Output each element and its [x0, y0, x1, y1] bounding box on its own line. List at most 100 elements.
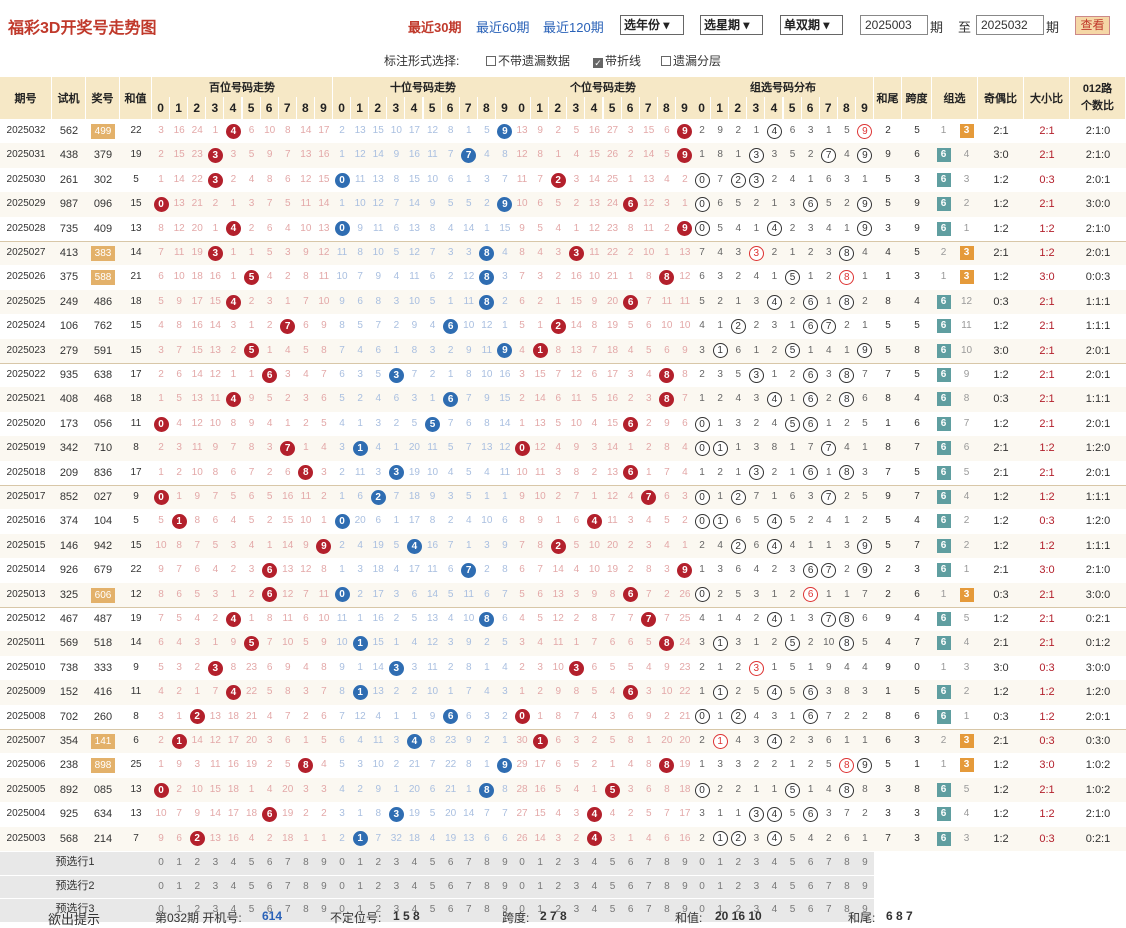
- preselect-digit[interactable]: 6: [807, 904, 814, 915]
- preselect-digit[interactable]: 7: [465, 904, 472, 915]
- preselect-digit[interactable]: 6: [266, 857, 273, 868]
- preselect-digit[interactable]: 0: [158, 904, 164, 915]
- preselect-digit[interactable]: 9: [862, 880, 868, 892]
- preselect-digit[interactable]: 6: [266, 904, 273, 915]
- query-button[interactable]: 查看: [1075, 16, 1110, 35]
- preselect-digit[interactable]: 5: [609, 857, 616, 868]
- preselect-digit[interactable]: 9: [682, 880, 688, 892]
- option-no-missing[interactable]: 不带遗漏数据: [486, 52, 570, 69]
- preselect-digit[interactable]: 7: [284, 880, 291, 892]
- preselect-digit[interactable]: 0: [519, 880, 525, 892]
- preselect-digit[interactable]: 3: [393, 904, 400, 915]
- preselect-digit[interactable]: 7: [645, 904, 652, 915]
- preselect-digit[interactable]: 4: [771, 857, 778, 868]
- preselect-digit[interactable]: 3: [753, 904, 760, 915]
- preselect-digit[interactable]: 2: [375, 880, 382, 892]
- preselect-digit[interactable]: 8: [844, 880, 850, 892]
- preselect-digit[interactable]: 3: [212, 880, 219, 892]
- preselect-digit[interactable]: 8: [303, 880, 309, 892]
- preselect-digit[interactable]: 6: [627, 857, 634, 868]
- year-select[interactable]: 选年份 ▾: [620, 15, 684, 35]
- preselect-digit[interactable]: 4: [591, 857, 598, 868]
- preselect-digit[interactable]: 1: [537, 880, 543, 892]
- from-period-input[interactable]: 2025003: [860, 15, 928, 35]
- option-polyline[interactable]: ✓ 带折线: [593, 52, 641, 69]
- preselect-digit[interactable]: 8: [664, 904, 670, 915]
- preselect-digit[interactable]: 4: [591, 904, 598, 915]
- range-60-link[interactable]: 最近60期: [476, 20, 530, 35]
- preselect-digit[interactable]: 5: [248, 904, 255, 915]
- preselect-digit[interactable]: 5: [248, 880, 255, 892]
- preselect-digit[interactable]: 3: [573, 880, 580, 892]
- preselect-digit[interactable]: 7: [645, 880, 652, 892]
- preselect-digit[interactable]: 0: [519, 904, 525, 915]
- preselect-digit[interactable]: 4: [591, 880, 598, 892]
- preselect-digit[interactable]: 9: [682, 904, 688, 915]
- checkbox-icon[interactable]: [486, 56, 496, 66]
- preselect-digit[interactable]: 7: [825, 880, 832, 892]
- preselect-digit[interactable]: 5: [789, 880, 796, 892]
- range-30-link[interactable]: 最近30期: [408, 20, 462, 35]
- preselect-digit[interactable]: 9: [682, 857, 688, 868]
- preselect-digit[interactable]: 2: [375, 904, 382, 915]
- preselect-digit[interactable]: 3: [393, 857, 400, 868]
- preselect-digit[interactable]: 4: [411, 880, 418, 892]
- preselect-digit[interactable]: 7: [284, 857, 291, 868]
- preselect-digit[interactable]: 5: [248, 857, 255, 868]
- preselect-digit[interactable]: 1: [717, 904, 723, 915]
- preselect-digit[interactable]: 2: [194, 880, 201, 892]
- preselect-digit[interactable]: 8: [664, 880, 670, 892]
- preselect-digit[interactable]: 8: [484, 857, 490, 868]
- preselect-digit[interactable]: 2: [375, 857, 382, 868]
- preselect-digit[interactable]: 2: [555, 880, 562, 892]
- preselect-digit[interactable]: 1: [537, 904, 543, 915]
- option-layered[interactable]: 遗漏分层: [661, 52, 721, 69]
- preselect-digit[interactable]: 9: [321, 857, 327, 868]
- preselect-digit[interactable]: 6: [627, 880, 634, 892]
- preselect-digit[interactable]: 7: [284, 904, 291, 915]
- checkbox-icon[interactable]: [661, 56, 671, 66]
- preselect-digit[interactable]: 8: [664, 857, 670, 868]
- preselect-digit[interactable]: 6: [627, 904, 634, 915]
- preselect-digit[interactable]: 9: [321, 880, 327, 892]
- preselect-digit[interactable]: 6: [807, 857, 814, 868]
- preselect-digit[interactable]: 1: [357, 880, 363, 892]
- preselect-digit[interactable]: 1: [176, 904, 182, 915]
- preselect-digit[interactable]: 5: [429, 904, 436, 915]
- preselect-digit[interactable]: 0: [699, 857, 705, 868]
- preselect-digit[interactable]: 8: [844, 857, 850, 868]
- preselect-digit[interactable]: 8: [303, 857, 309, 868]
- preselect-digit[interactable]: 2: [555, 904, 562, 915]
- preselect-digit[interactable]: 2: [735, 904, 742, 915]
- preselect-digit[interactable]: 8: [484, 880, 490, 892]
- preselect-digit[interactable]: 2: [194, 857, 201, 868]
- parity-select[interactable]: 单双期 ▾: [780, 15, 843, 35]
- preselect-digit[interactable]: 6: [807, 880, 814, 892]
- preselect-digit[interactable]: 4: [230, 904, 237, 915]
- preselect-digit[interactable]: 2: [735, 880, 742, 892]
- preselect-digit[interactable]: 5: [789, 904, 796, 915]
- preselect-digit[interactable]: 4: [771, 880, 778, 892]
- preselect-digit[interactable]: 2: [555, 857, 562, 868]
- preselect-digit[interactable]: 4: [411, 904, 418, 915]
- preselect-digit[interactable]: 1: [176, 857, 182, 868]
- preselect-digit[interactable]: 2: [194, 904, 201, 915]
- preselect-digit[interactable]: 0: [158, 857, 164, 868]
- preselect-digit[interactable]: 3: [573, 857, 580, 868]
- preselect-digit[interactable]: 9: [502, 857, 508, 868]
- preselect-digit[interactable]: 3: [573, 904, 580, 915]
- preselect-digit[interactable]: 6: [266, 880, 273, 892]
- preselect-digit[interactable]: 8: [844, 904, 850, 915]
- preselect-digit[interactable]: 9: [862, 904, 868, 915]
- preselect-digit[interactable]: 9: [321, 904, 327, 915]
- preselect-digit[interactable]: 8: [303, 904, 309, 915]
- preselect-digit[interactable]: 0: [699, 904, 705, 915]
- preselect-digit[interactable]: 6: [447, 857, 454, 868]
- preselect-digit[interactable]: 1: [176, 880, 182, 892]
- preselect-digit[interactable]: 3: [753, 857, 760, 868]
- preselect-digit[interactable]: 0: [158, 880, 164, 892]
- preselect-digit[interactable]: 4: [771, 904, 778, 915]
- preselect-digit[interactable]: 8: [484, 904, 490, 915]
- week-select[interactable]: 选星期 ▾: [700, 15, 763, 35]
- preselect-digit[interactable]: 1: [537, 857, 543, 868]
